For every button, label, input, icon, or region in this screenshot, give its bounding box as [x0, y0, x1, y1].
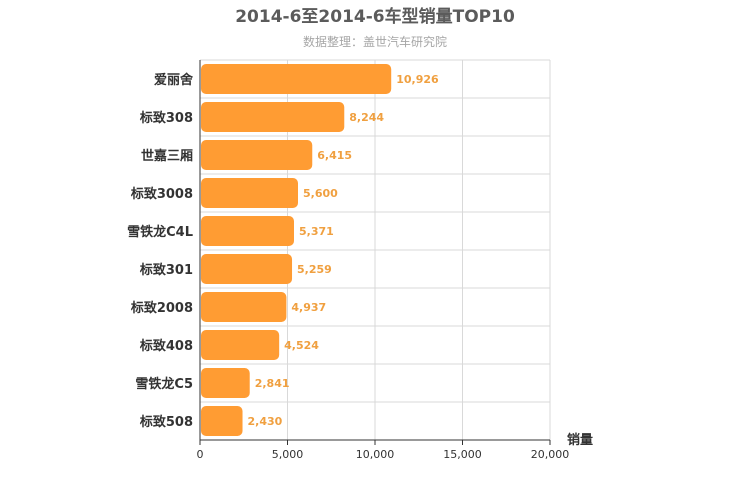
- category-label: 标致508: [139, 414, 193, 430]
- value-label: 6,415: [317, 149, 352, 162]
- x-axis-title: 销量: [567, 432, 593, 448]
- bars: 10,926 8,244 6,415 5,600 5,371 5,259 4,937 4,52…: [201, 64, 439, 436]
- category-label: 标致2008: [130, 300, 193, 316]
- value-label: 4,524: [284, 339, 319, 352]
- bar[interactable]: [201, 368, 250, 398]
- category-label: 雪铁龙C5: [135, 376, 193, 392]
- x-tick-label: 15,000: [443, 448, 482, 461]
- bar[interactable]: [201, 64, 392, 94]
- value-label: 8,244: [349, 111, 384, 124]
- chart-subtitle: 数据整理：盖世汽车研究院: [303, 34, 447, 49]
- x-tick-label: 10,000: [356, 448, 395, 461]
- value-label: 5,371: [299, 225, 334, 238]
- value-label: 2,430: [248, 415, 283, 428]
- x-tick-label: 5,000: [272, 448, 304, 461]
- bar[interactable]: [201, 102, 345, 132]
- category-label: 爱丽舍: [154, 72, 194, 88]
- value-label: 5,259: [297, 263, 332, 276]
- category-label: 标致301: [139, 262, 193, 278]
- bar[interactable]: [201, 406, 243, 436]
- bar[interactable]: [201, 140, 313, 170]
- x-tick-label: 20,000: [531, 448, 570, 461]
- category-label: 标致408: [139, 338, 193, 354]
- value-label: 5,600: [303, 187, 338, 200]
- bar[interactable]: [201, 330, 280, 360]
- category-label: 雪铁龙C4L: [127, 224, 193, 240]
- category-label: 标致3008: [130, 186, 193, 202]
- value-label: 2,841: [255, 377, 290, 390]
- value-label: 10,926: [396, 73, 439, 86]
- bar[interactable]: [201, 292, 287, 322]
- chart-title: 2014-6至2014-6车型销量TOP10: [235, 6, 515, 27]
- bar[interactable]: [201, 178, 298, 208]
- bar[interactable]: [201, 216, 294, 246]
- x-tick-label: 0: [197, 448, 204, 461]
- grid: [200, 59, 551, 441]
- value-label: 4,937: [291, 301, 326, 314]
- category-label: 标致308: [139, 110, 193, 126]
- bar[interactable]: [201, 254, 293, 284]
- category-label: 世嘉三厢: [141, 148, 193, 164]
